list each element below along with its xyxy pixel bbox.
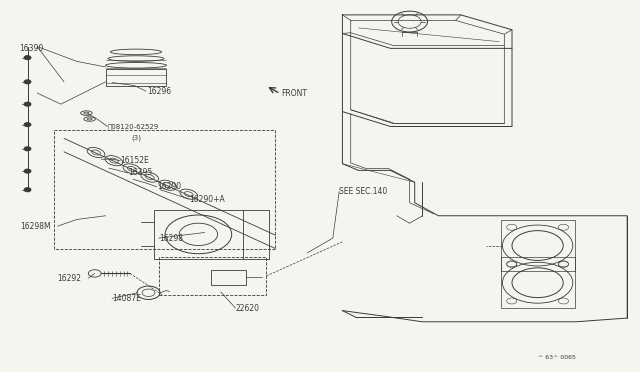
- Text: 16298M: 16298M: [20, 222, 51, 231]
- Text: FRONT: FRONT: [282, 89, 308, 97]
- Circle shape: [24, 102, 31, 106]
- Bar: [159, 257, 266, 295]
- Text: 16395: 16395: [128, 169, 152, 177]
- Text: 16152E: 16152E: [120, 156, 149, 165]
- Bar: [211, 270, 246, 285]
- Circle shape: [24, 80, 31, 84]
- Text: 14087E: 14087E: [112, 294, 141, 303]
- Text: (3): (3): [131, 134, 141, 141]
- Circle shape: [24, 188, 31, 192]
- Bar: [154, 210, 243, 259]
- Text: SEE SEC.140: SEE SEC.140: [339, 187, 387, 196]
- Bar: [500, 257, 575, 308]
- Text: 22620: 22620: [236, 304, 260, 312]
- Text: 16298: 16298: [159, 234, 183, 243]
- Text: 16390: 16390: [19, 44, 44, 53]
- Text: Ⓑ08120-62529: Ⓑ08120-62529: [108, 123, 159, 130]
- Bar: [500, 220, 575, 271]
- Circle shape: [24, 147, 31, 151]
- Text: 16290: 16290: [157, 182, 181, 191]
- Text: ^ 63^ 0065: ^ 63^ 0065: [538, 355, 575, 360]
- Text: 16292: 16292: [58, 274, 82, 283]
- Circle shape: [24, 123, 31, 126]
- Text: 16290+A: 16290+A: [189, 195, 225, 203]
- Text: 16296: 16296: [147, 87, 172, 96]
- Circle shape: [24, 169, 31, 173]
- Circle shape: [24, 56, 31, 60]
